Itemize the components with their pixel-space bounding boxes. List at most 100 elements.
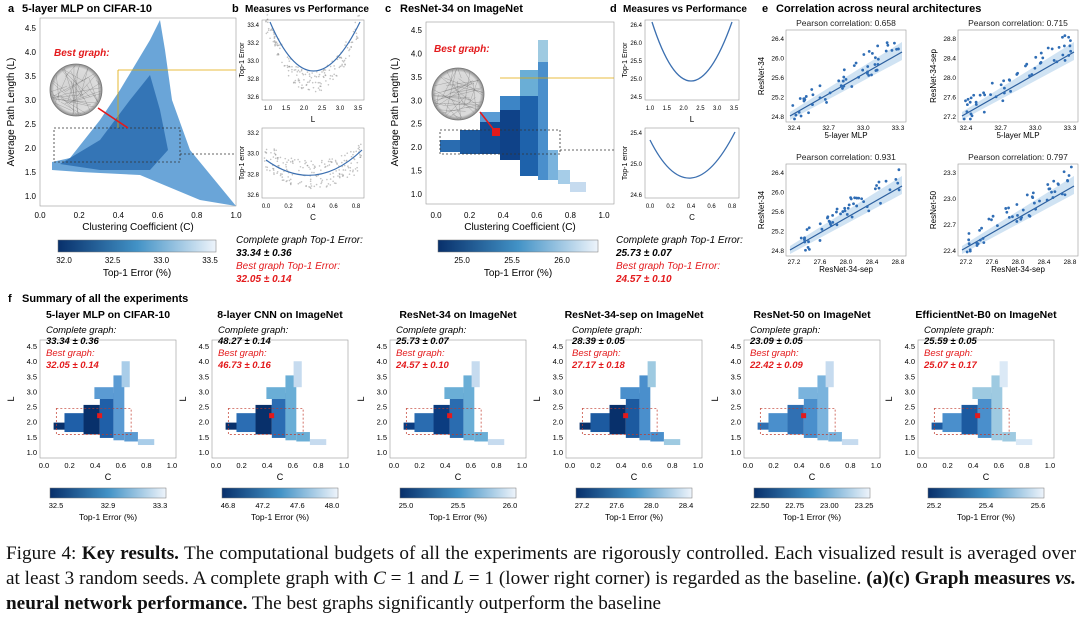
graph-edge [446,80,479,86]
y-axis-label: ResNet-34 [757,190,766,229]
scatter-point [281,61,283,64]
scatter-point [267,29,270,32]
y-tick-label: 2.0 [377,418,387,427]
graph-edge [451,99,463,119]
scatter-point [1041,56,1045,60]
panel-d-bot-ylabel: Top-1 error [622,145,629,180]
scatter-point [350,155,353,158]
y-tick-label: 28.4 [943,56,956,63]
scatter-point [315,76,318,78]
heatmap-cell [787,404,804,435]
y-tick-label: 27.2 [943,114,956,121]
heatmap-cell [931,422,948,430]
scatter-point [289,161,292,163]
scatter-point [285,166,287,168]
heatmap-cell [480,122,500,154]
dashed-box [759,408,836,435]
summary-plot-frame [39,339,177,459]
y-tick-label: 25.6 [771,209,784,216]
scatter-point [275,149,277,152]
graph-edge [73,65,75,114]
best-graph-label: Best graph: [924,348,973,359]
y-tick-label: 3.5 [27,372,37,381]
graph-edge [69,83,100,104]
heatmap-cell [137,439,155,446]
scatter-point [873,63,877,66]
x-tick-label: 28.4 [1038,259,1051,266]
scatter-point [966,97,970,101]
scatter-point [344,44,346,46]
scatter-point [968,249,972,253]
scatter-point [320,182,322,185]
scatter-point [294,68,297,71]
scatter-point [287,57,290,60]
y-tick-label: 3.5 [553,372,563,381]
scatter-point [304,159,306,162]
panel-c: c ResNet-34 on ImageNet Best graph: 1.0 1… [385,3,615,279]
scatter-point [276,54,279,56]
scatter-point [350,41,353,44]
scatter-point [341,59,344,62]
scatter-point [306,71,309,73]
caption-text-4: The best graphs significantly outperform… [247,593,662,614]
scatter-point [967,242,971,246]
scatter-point [820,227,824,231]
scatter-point [276,172,278,175]
x-tick-label: 0.0 [565,461,575,470]
scatter-point [341,65,343,67]
x-tick-label: 2.0 [679,106,688,112]
scatter-point [1004,207,1008,210]
x-tick-label: 0.2 [236,461,246,470]
scatter-point [309,79,311,82]
graph-edge [62,68,85,82]
heatmap-cell [803,393,818,438]
best-graph-value: 46.73 ± 0.16 [217,360,271,371]
scatter-point [359,153,361,156]
panel-a-cbar-label: Top-1 Error (%) [103,268,171,279]
graph-edge [449,87,482,94]
scatter-point [356,170,359,172]
scatter-point [340,154,343,157]
scatter-point [327,160,330,163]
scatter-point [282,179,285,181]
complete-graph-label: Complete graph: [46,325,117,336]
heatmap-cell [474,432,488,442]
scatter-point [1039,61,1043,64]
scatter-point [298,169,300,172]
scatter-point [319,177,322,180]
heatmap-cell [620,387,640,399]
scatter-point [841,210,845,213]
scatter-point [276,158,279,160]
scatter-point [269,158,272,161]
scatter-point [897,168,901,172]
heatmap-cell [558,170,570,184]
scatter-point [969,112,973,116]
x-tick-label: 1.0 [871,461,881,470]
x-tick-label: 1.5 [282,106,291,112]
scatter-point [293,69,296,71]
graph-edge [449,97,476,118]
cbar-tick-label: 27.2 [575,501,590,510]
complete-graph-label: Complete graph: [572,325,643,336]
panel-c-ylabel: Average Path Length (L) [390,58,401,167]
scatter-point [980,226,983,230]
x-tick-label: 0.2 [284,204,293,210]
heatmap-cell [471,361,480,388]
scatter-point [330,161,333,163]
x-tick-label: 0.6 [820,461,830,470]
x-tick-label: 33.0 [1029,125,1042,132]
scatter-point [289,178,292,181]
y-tick-label: 4.5 [27,342,37,351]
scatter-point [793,117,796,121]
scatter-point [274,35,276,38]
y-tick-label: 1.5 [411,167,423,176]
x-tick-label: 28.4 [866,259,879,266]
scatter-point [282,162,285,164]
scatter-point [329,178,332,180]
y-tick-label: 3.0 [27,387,37,396]
scatter-point [308,73,311,75]
heatmap-cell [570,182,586,192]
best-graph-marker [447,413,453,419]
scatter-point [318,89,321,91]
y-tick-label: 25.6 [771,75,784,82]
